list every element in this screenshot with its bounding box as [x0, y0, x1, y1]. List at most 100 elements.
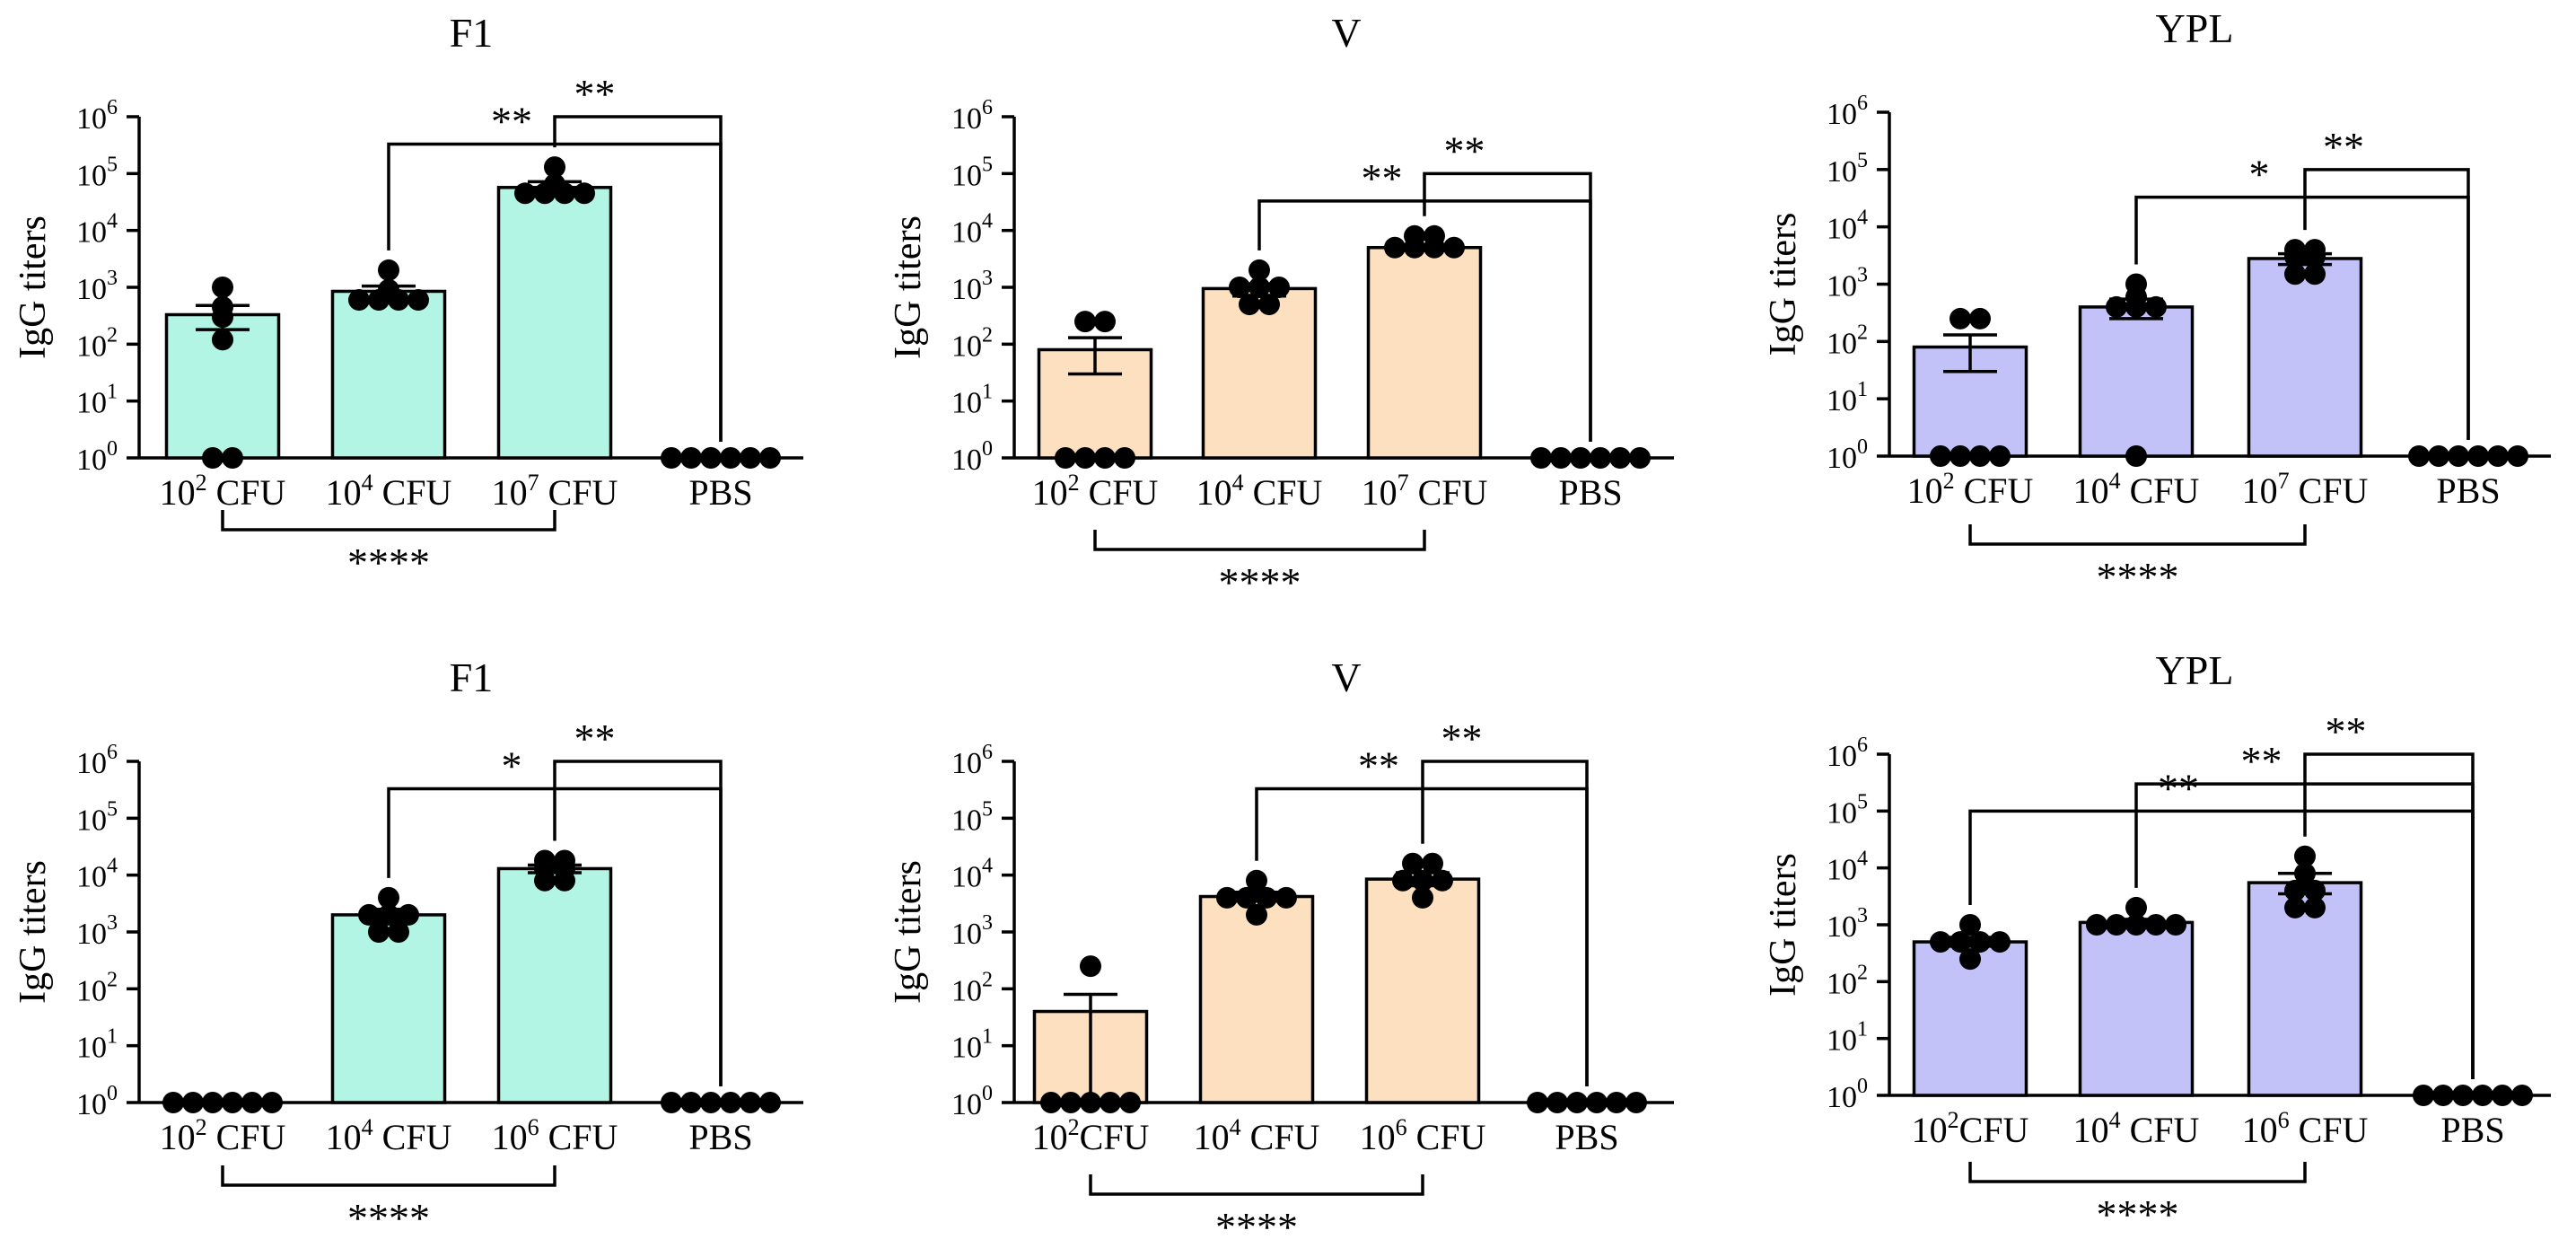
- bar: [496, 866, 613, 1104]
- y-tick-label: 104: [76, 210, 118, 250]
- data-point: [1236, 886, 1257, 909]
- data-point: [680, 447, 702, 469]
- y-tick-label: 104: [1827, 207, 1868, 246]
- data-point: [378, 278, 399, 301]
- data-point: [1055, 447, 1076, 469]
- significance-label: **: [574, 716, 616, 761]
- data-point: [2304, 239, 2326, 261]
- significance-bracket: [1257, 199, 1592, 442]
- data-point: [2432, 1085, 2454, 1106]
- data-point: [2284, 239, 2306, 261]
- chart-panel: F1 100 101 102 103 104 105 106 IgG titers 102 CFU…: [13, 655, 803, 1241]
- data-point: [1422, 852, 1443, 874]
- data-point: [1392, 869, 1414, 892]
- significance-bracket: [387, 142, 723, 442]
- x-tick-label: 106 CFU: [2242, 1107, 2369, 1150]
- significance-bracket: [1968, 524, 2307, 546]
- data-point: [1586, 1092, 1608, 1113]
- significance-label: **: [1358, 743, 1399, 788]
- y-tick-label: 103: [76, 267, 118, 306]
- data-point: [2125, 273, 2147, 295]
- data-point: [1550, 447, 1572, 469]
- y-tick-label: 102: [951, 968, 993, 1007]
- data-point: [720, 1092, 741, 1113]
- significance-bracket: [1089, 1174, 1424, 1196]
- data-point: [182, 1092, 204, 1113]
- data-point: [1527, 1092, 1548, 1113]
- y-tick-label: 101: [1827, 1018, 1868, 1058]
- data-point: [1040, 1092, 1062, 1113]
- data-point: [348, 289, 370, 312]
- y-tick-label: 104: [951, 210, 993, 250]
- data-point: [1384, 236, 1406, 259]
- significance-label: ****: [2097, 554, 2179, 600]
- chart-title: YPL: [2156, 5, 2234, 51]
- x-tick-label: 102 CFU: [160, 470, 286, 513]
- data-point: [1229, 277, 1250, 298]
- data-point: [1249, 259, 1270, 281]
- data-point: [1950, 307, 1971, 330]
- data-point: [1424, 224, 1445, 247]
- y-tick-label: 106: [951, 741, 993, 780]
- significance-label: ****: [2097, 1191, 2179, 1237]
- data-point: [1590, 447, 1611, 469]
- bar: [2247, 257, 2363, 458]
- bar: [1198, 894, 1315, 1104]
- data-point: [2448, 445, 2469, 467]
- y-tick-label: 106: [76, 96, 118, 136]
- bar: [2078, 305, 2195, 458]
- y-tick-label: 104: [76, 855, 118, 894]
- x-tick-label: 104 CFU: [1196, 470, 1323, 513]
- significance-label: ****: [347, 540, 430, 585]
- data-point: [358, 903, 380, 926]
- data-point: [2106, 295, 2127, 318]
- data-point: [1530, 447, 1552, 469]
- x-tick-label: PBS: [2436, 470, 2500, 511]
- significance-label: ****: [347, 1195, 430, 1241]
- data-point: [2284, 896, 2306, 918]
- data-point: [514, 182, 536, 205]
- data-point: [1074, 311, 1096, 333]
- data-point: [241, 1092, 263, 1113]
- data-point: [2145, 914, 2167, 936]
- significance-label: **: [2241, 738, 2282, 784]
- data-point: [1119, 1092, 1141, 1113]
- data-point: [1969, 931, 1991, 954]
- data-point: [212, 295, 233, 318]
- y-tick-label: 100: [1827, 1075, 1868, 1114]
- chart-panel: YPL 100 101 102 103 104 105 106 IgG titers 102 CF…: [1763, 5, 2551, 600]
- data-point: [212, 277, 233, 298]
- data-point: [2284, 879, 2306, 901]
- data-point: [1570, 447, 1591, 469]
- significance-label: **: [574, 71, 616, 117]
- bar: [1364, 877, 1481, 1104]
- data-point: [2467, 445, 2489, 467]
- data-point: [1249, 277, 1270, 298]
- data-point: [378, 886, 399, 909]
- data-point: [212, 329, 233, 351]
- data-point: [2428, 445, 2449, 467]
- significance-label: **: [2326, 708, 2367, 754]
- data-point: [368, 921, 390, 943]
- chart-title: F1: [450, 10, 494, 56]
- data-point: [1256, 886, 1277, 909]
- chart-panel: V 100 101 102 103 104 105 106 IgG titers 102 CFU 1…: [888, 10, 1674, 605]
- y-tick-label: 102: [951, 323, 993, 363]
- significance-label: **: [491, 98, 532, 144]
- y-axis-label: IgG titers: [888, 215, 929, 359]
- data-point: [2492, 1085, 2513, 1106]
- data-point: [2294, 862, 2316, 884]
- data-point: [2294, 845, 2316, 867]
- data-point: [1080, 1092, 1101, 1113]
- x-tick-label: 107 CFU: [2242, 468, 2369, 511]
- data-point: [1629, 447, 1651, 469]
- data-point: [661, 1092, 682, 1113]
- data-point: [544, 156, 565, 179]
- data-point: [202, 447, 223, 469]
- x-tick-label: PBS: [1555, 1117, 1618, 1157]
- data-point: [1094, 311, 1116, 333]
- data-point: [2086, 914, 2107, 936]
- data-point: [2507, 445, 2528, 467]
- y-tick-label: 105: [951, 797, 993, 837]
- y-axis-label: IgG titers: [1763, 213, 1804, 356]
